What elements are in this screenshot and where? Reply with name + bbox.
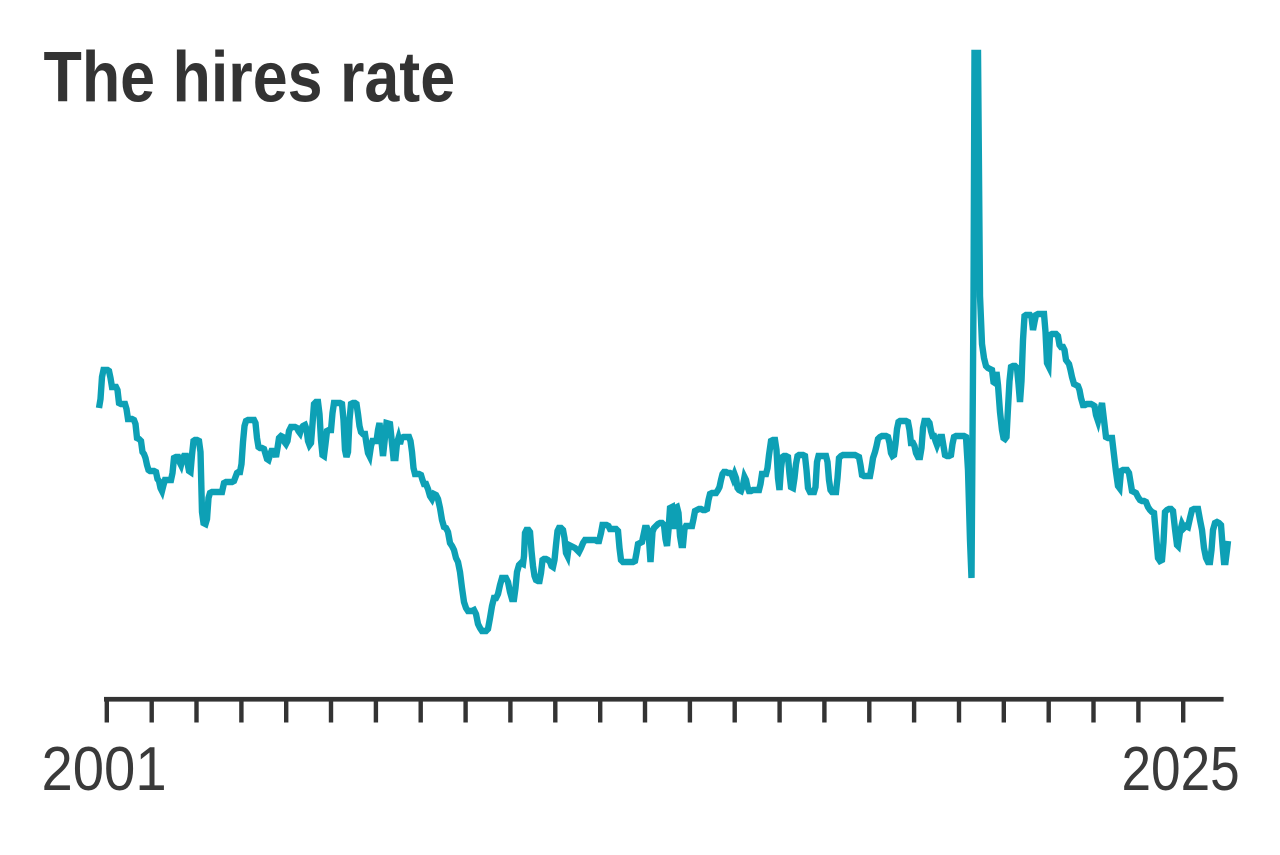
svg-text:2025: 2025 (1122, 734, 1240, 804)
svg-text:2001: 2001 (42, 733, 167, 803)
svg-text:The hires rate: The hires rate (44, 38, 456, 118)
